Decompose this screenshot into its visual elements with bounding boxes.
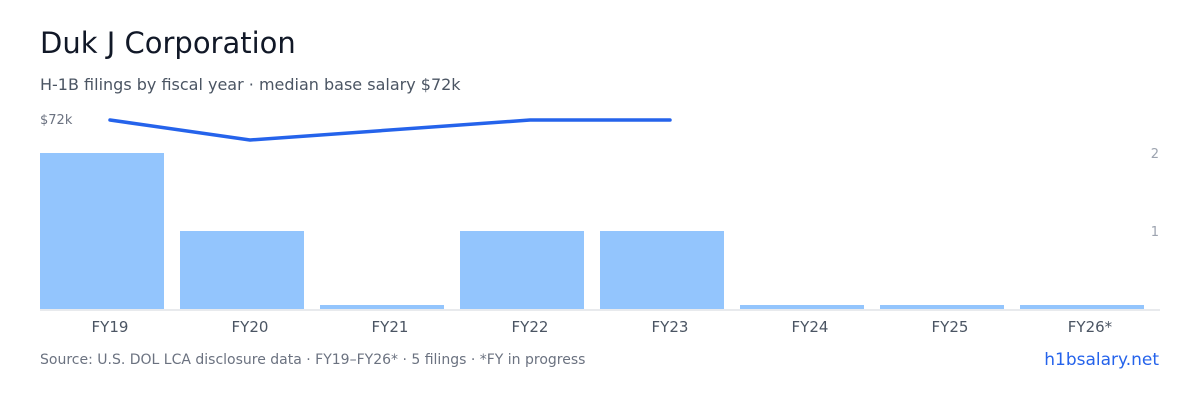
x-tick-label: FY22	[512, 318, 549, 336]
x-tick-label: FY26*	[1068, 318, 1113, 336]
x-tick-label: FY23	[652, 318, 689, 336]
salary-line	[108, 118, 672, 142]
bar-fy25	[880, 305, 1004, 309]
bar-fy23	[600, 231, 724, 309]
footer-source: Source: U.S. DOL LCA disclosure data · F…	[40, 352, 586, 368]
chart-subtitle: H-1B filings by fiscal year · median bas…	[40, 75, 461, 94]
bar-fy24	[740, 305, 864, 309]
x-tick-label: FY21	[372, 318, 409, 336]
bar-fy19	[40, 153, 164, 309]
x-tick-label: FY20	[232, 318, 269, 336]
right-axis-tick: 2	[1151, 147, 1159, 162]
brand-link[interactable]: h1bsalary.net	[1044, 350, 1159, 370]
chart-title: Duk J Corporation	[40, 26, 296, 60]
x-tick-label: FY25	[932, 318, 969, 336]
x-tick-label: FY24	[792, 318, 829, 336]
x-tick-label: FY19	[92, 318, 129, 336]
left-axis-tick: $72k	[40, 113, 73, 128]
right-axis-tick: 1	[1151, 225, 1159, 240]
bar-fy20	[180, 231, 304, 309]
bar-fy22	[460, 231, 584, 309]
bar-fy21	[320, 305, 444, 309]
bar-fy26	[1020, 305, 1144, 309]
